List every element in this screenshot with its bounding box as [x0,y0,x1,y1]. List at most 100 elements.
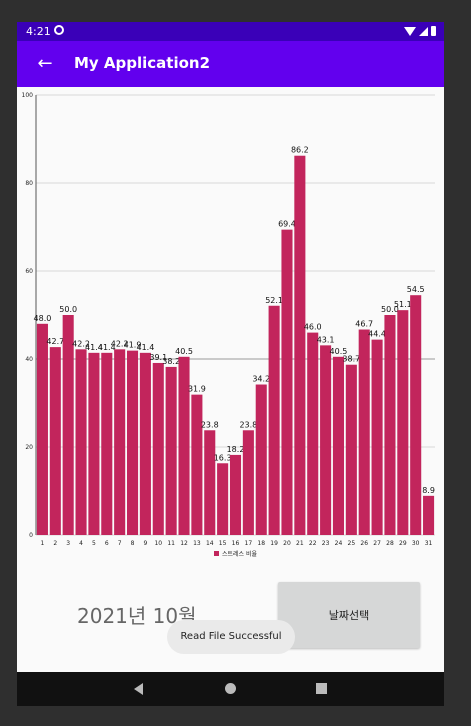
chart-bar [126,350,139,535]
chart-svg: 0 20 40 60 80 100 48.0 1 42.7 2 50.0 3 42.2 4 41.4 5 41.… [22,92,435,558]
app-title: My Application2 [74,54,211,72]
x-tick-label: 17 [245,540,253,547]
bar-value-label: 69.4 [278,220,296,229]
bar-value-label: 86.2 [291,146,309,155]
status-bar: 4:21 [17,22,444,41]
bar-value-label: 39.1 [149,353,167,362]
x-tick-label: 30 [412,540,420,547]
bar-value-label: 44.4 [368,330,386,339]
y-tick-label: 60 [25,268,33,275]
bar-value-label: 50.0 [59,305,77,314]
x-tick-label: 23 [322,540,330,547]
chart-bar [152,362,164,535]
x-tick-label: 20 [283,540,291,547]
navigation-bar [17,672,444,706]
bar-value-label: 23.8 [239,420,257,429]
chart-bar [75,349,87,535]
x-tick-label: 19 [270,540,278,547]
chart-bar [49,347,61,535]
chart-bar [165,366,177,535]
select-date-button[interactable]: 날짜선택 [278,582,420,648]
bar-value-label: 34.2 [252,375,270,384]
x-tick-label: 11 [167,540,175,547]
bar-value-label: 42.2 [111,339,129,348]
bar-value-label: 43.1 [317,335,335,344]
x-tick-label: 2 [53,540,57,547]
bar-value-label: 23.8 [201,420,219,429]
chart-bar [36,323,48,535]
chart-bar [229,454,242,535]
x-tick-label: 10 [154,540,162,547]
bar-value-label: 41.4 [85,343,103,352]
x-tick-label: 12 [180,540,188,547]
bar-value-label: 52.1 [265,296,283,305]
x-tick-label: 14 [206,540,214,547]
battery-icon [431,26,436,36]
x-tick-label: 27 [373,540,381,547]
chart-bar [371,339,383,535]
chart-bar [268,305,280,535]
x-tick-label: 16 [232,540,240,547]
x-tick-label: 26 [360,540,368,547]
arrow-left-icon: ← [37,53,53,74]
bar-value-label: 8.9 [422,486,435,495]
x-tick-label: 3 [66,540,70,547]
bar-value-label: 38.2 [162,357,180,366]
x-tick-label: 25 [348,540,356,547]
x-tick-label: 18 [257,540,265,547]
chart-bar [384,315,396,535]
nav-back-icon[interactable] [134,683,143,695]
bar-value-label: 16.3 [214,453,232,462]
bar-value-label: 41.4 [136,343,154,352]
nav-recents-icon[interactable] [316,683,327,694]
chart-bar [410,295,422,535]
bar-value-label: 18.2 [227,445,245,454]
x-tick-label: 21 [296,540,304,547]
bar-value-label: 46.7 [355,320,373,329]
back-button[interactable]: ← [31,50,59,78]
x-tick-label: 7 [118,540,122,547]
x-tick-label: 4 [79,540,83,547]
y-tick-label: 0 [29,532,33,539]
bar-value-label: 40.5 [330,347,348,356]
chart-bar [217,463,229,535]
chart-bar [191,394,203,535]
chart-bar [88,352,100,535]
status-time: 4:21 [26,25,51,38]
y-tick-label: 80 [25,180,33,187]
chart-bar [62,315,74,535]
bar-value-label: 42.7 [46,337,64,346]
bar-value-label: 42.2 [72,339,90,348]
chart-bar [255,384,267,535]
chart-bar [139,352,151,535]
bar-value-label: 40.5 [175,347,193,356]
chart-bar [204,430,216,535]
x-tick-label: 29 [399,540,407,547]
x-tick-label: 24 [335,540,343,547]
bar-value-label: 41.4 [98,343,116,352]
x-tick-label: 6 [105,540,109,547]
x-tick-label: 13 [193,540,201,547]
chart-bar [178,356,190,535]
x-tick-label: 9 [143,540,147,547]
bar-value-label: 31.9 [188,385,206,394]
chart-bar [358,329,370,535]
x-tick-label: 31 [425,540,433,547]
nav-home-icon[interactable] [225,683,236,694]
chart-bar [242,430,254,535]
chart-bar [345,364,357,535]
y-tick-label: 100 [22,92,34,99]
chart-bar [332,356,345,535]
legend-swatch [214,551,219,556]
bar-chart: 0 20 40 60 80 100 48.0 1 42.7 2 50.0 3 42.2 4 41.4 5 41.… [17,92,444,562]
chart-bar [397,310,409,535]
x-tick-label: 15 [219,540,227,547]
bar-value-label: 41.9 [124,341,142,350]
status-icons [404,26,436,36]
chart-bar [294,155,306,535]
x-tick-label: 5 [92,540,96,547]
legend-label: 스트레스 비율 [222,550,258,558]
x-tick-label: 28 [386,540,394,547]
bar-value-label: 51.1 [394,300,412,309]
y-tick-label: 20 [25,444,33,451]
